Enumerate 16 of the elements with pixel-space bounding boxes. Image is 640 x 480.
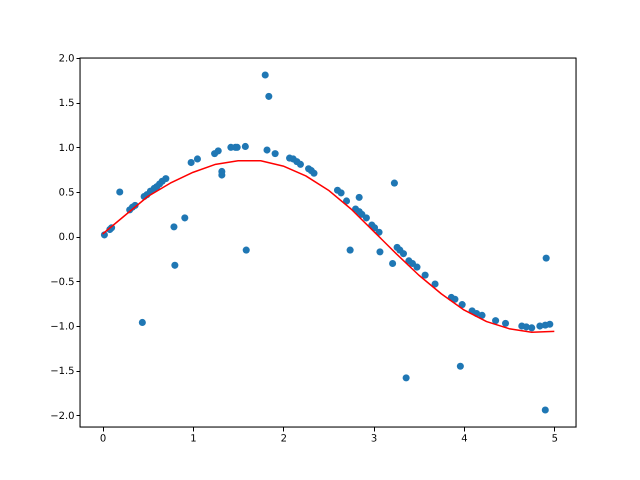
x-tick-label: 1 <box>190 434 197 444</box>
y-tick-label: −2.0 <box>50 410 74 422</box>
x-tick-label: 4 <box>461 434 468 444</box>
line-series <box>102 160 556 334</box>
y-tick-label: 1.0 <box>58 142 74 154</box>
x-tick-label: 0 <box>100 434 106 444</box>
y-tick-label: 2.0 <box>58 54 74 64</box>
y-tick-label: −0.5 <box>50 276 74 288</box>
x-tick-label: 5 <box>552 434 558 444</box>
y-tick-label: 0.5 <box>58 188 74 199</box>
y-tick-label: −1.5 <box>50 366 74 378</box>
y-tick-label: 1.5 <box>58 98 74 110</box>
y-tick-label: 0.0 <box>58 232 74 244</box>
x-tick-label: 3 <box>370 434 378 444</box>
y-tick-label: −1.0 <box>50 322 74 333</box>
x-tick-label: 2 <box>280 434 287 444</box>
